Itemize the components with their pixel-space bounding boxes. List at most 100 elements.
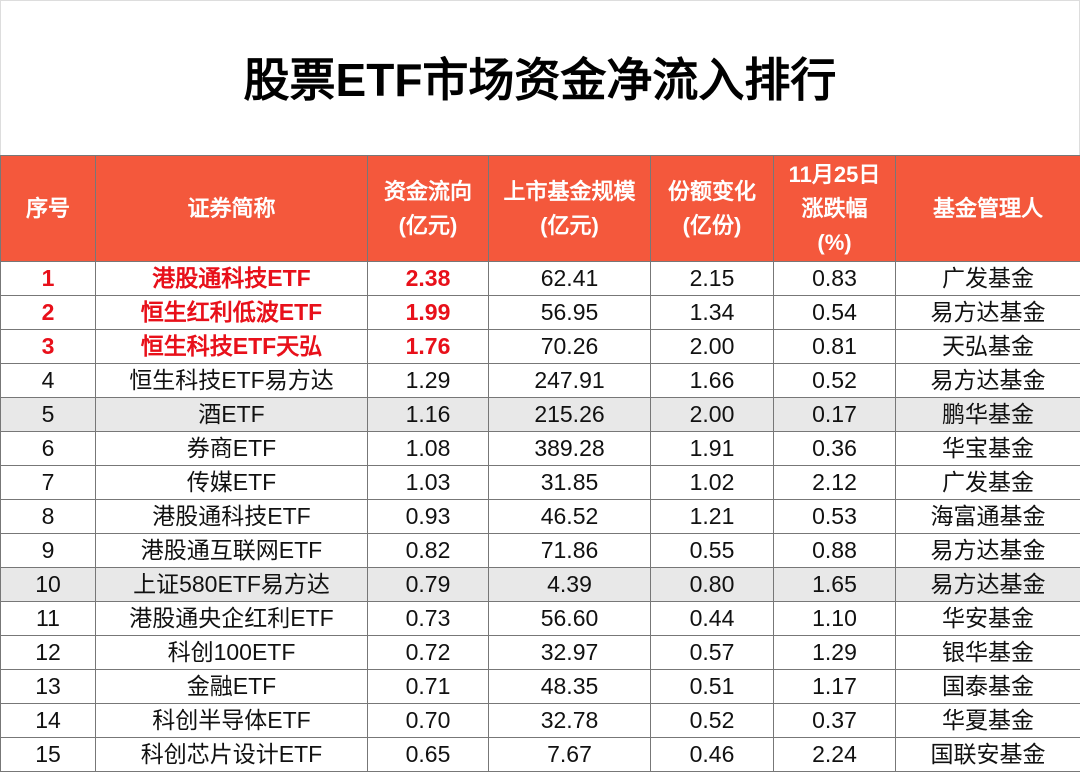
table-cell: 2 (0, 295, 96, 330)
table-body: 1 港股通科技ETF 2.38 62.41 2.15 0.83 广发基金 2 恒生红利低波ETF… (0, 261, 1080, 772)
table-cell: 易方达基金 (895, 567, 1080, 602)
table-cell: 华宝基金 (895, 431, 1080, 466)
table-row: 4 恒生科技ETF易方达 1.29 247.91 1.66 0.52 易方达基金 (0, 363, 1080, 398)
table-cell: 华安基金 (895, 601, 1080, 636)
header-text: 基金管理人 (932, 195, 1043, 221)
table-cell: 港股通央企红利ETF (95, 601, 368, 636)
header-cell: 份额变化 (亿份) (650, 155, 774, 262)
table-cell: 1.10 (773, 601, 896, 636)
table-cell: 易方达基金 (895, 363, 1080, 398)
table-cell: 1.76 (367, 329, 489, 364)
table-cell: 6 (0, 431, 96, 466)
table-cell: 0.70 (367, 703, 489, 738)
table-cell: 海富通基金 (895, 499, 1080, 534)
table-row: 6 券商ETF 1.08 389.28 1.91 0.36 华宝基金 (0, 431, 1080, 466)
table-cell: 1.91 (650, 431, 774, 466)
table-cell: 48.35 (488, 669, 651, 704)
table-cell: 1.16 (367, 397, 489, 432)
table-cell: 科创半导体ETF (95, 703, 368, 738)
header-text: (亿份) (682, 212, 742, 238)
table-cell: 上证580ETF易方达 (95, 567, 368, 602)
table-cell: 0.83 (773, 261, 896, 296)
table-cell: 恒生红利低波ETF (95, 295, 368, 330)
table-row: 1 港股通科技ETF 2.38 62.41 2.15 0.83 广发基金 (0, 261, 1080, 296)
table-cell: 0.55 (650, 533, 774, 568)
table-cell: 0.73 (367, 601, 489, 636)
table-cell: 1.21 (650, 499, 774, 534)
table-cell: 1.99 (367, 295, 489, 330)
table-cell: 0.53 (773, 499, 896, 534)
table-cell: 215.26 (488, 397, 651, 432)
table-cell: 70.26 (488, 329, 651, 364)
table-cell: 酒ETF (95, 397, 368, 432)
table-cell: 1.65 (773, 567, 896, 602)
table-cell: 389.28 (488, 431, 651, 466)
table-cell: 9 (0, 533, 96, 568)
table-cell: 0.88 (773, 533, 896, 568)
header-cell: 上市基金规模 (亿元) (488, 155, 651, 262)
table-cell: 4 (0, 363, 96, 398)
table-cell: 2.24 (773, 737, 896, 772)
table-cell: 1.17 (773, 669, 896, 704)
table-cell: 传媒ETF (95, 465, 368, 500)
header-text: (亿元) (398, 212, 458, 238)
table-cell: 1.03 (367, 465, 489, 500)
header-text: 涨跌幅 (801, 195, 868, 221)
table-cell: 2.00 (650, 329, 774, 364)
table-cell: 恒生科技ETF天弘 (95, 329, 368, 364)
table-cell: 7.67 (488, 737, 651, 772)
table-cell: 易方达基金 (895, 533, 1080, 568)
table-cell: 15 (0, 737, 96, 772)
table-cell: 2.12 (773, 465, 896, 500)
table-cell: 1.66 (650, 363, 774, 398)
table-cell: 0.52 (773, 363, 896, 398)
table-cell: 广发基金 (895, 261, 1080, 296)
table-cell: 0.79 (367, 567, 489, 602)
header-text: 序号 (25, 195, 70, 221)
title: 股票ETF市场资金净流入排行 (0, 0, 1080, 155)
table-cell: 易方达基金 (895, 295, 1080, 330)
table-cell: 鹏华基金 (895, 397, 1080, 432)
table-cell: 1.29 (773, 635, 896, 670)
table-cell: 12 (0, 635, 96, 670)
table-cell: 1.02 (650, 465, 774, 500)
header-cell: 11月25日 涨跌幅 (%) (773, 155, 896, 262)
table-row: 12 科创100ETF 0.72 32.97 0.57 1.29 银华基金 (0, 635, 1080, 670)
table-cell: 0.81 (773, 329, 896, 364)
table-cell: 0.51 (650, 669, 774, 704)
table-cell: 0.71 (367, 669, 489, 704)
table-cell: 银华基金 (895, 635, 1080, 670)
header-text: 份额变化 (667, 178, 756, 204)
table-cell: 1.34 (650, 295, 774, 330)
table-cell: 0.17 (773, 397, 896, 432)
table-row: 15 科创芯片设计ETF 0.65 7.67 0.46 2.24 国联安基金 (0, 737, 1080, 772)
table-cell: 0.93 (367, 499, 489, 534)
table-cell: 14 (0, 703, 96, 738)
table-cell: 0.72 (367, 635, 489, 670)
header-text: 资金流向 (383, 178, 472, 204)
table-cell: 广发基金 (895, 465, 1080, 500)
header-cell: 基金管理人 (895, 155, 1080, 262)
table-row: 8 港股通科技ETF 0.93 46.52 1.21 0.53 海富通基金 (0, 499, 1080, 534)
table-cell: 科创芯片设计ETF (95, 737, 368, 772)
table-row: 10 上证580ETF易方达 0.79 4.39 0.80 1.65 易方达基金 (0, 567, 1080, 602)
header-row: 序号 证券简称 资金流向 (亿元) 上市基金规模 (亿元) 份额变化 (亿份) 11月25日 涨跌… (0, 155, 1080, 262)
table-cell: 科创100ETF (95, 635, 368, 670)
table-row: 2 恒生红利低波ETF 1.99 56.95 1.34 0.54 易方达基金 (0, 295, 1080, 330)
table-cell: 金融ETF (95, 669, 368, 704)
table-row: 14 科创半导体ETF 0.70 32.78 0.52 0.37 华夏基金 (0, 703, 1080, 738)
table-cell: 10 (0, 567, 96, 602)
table-cell: 5 (0, 397, 96, 432)
table-cell: 11 (0, 601, 96, 636)
table-cell: 天弘基金 (895, 329, 1080, 364)
table-cell: 8 (0, 499, 96, 534)
table-cell: 2.38 (367, 261, 489, 296)
table-cell: 46.52 (488, 499, 651, 534)
table-cell: 62.41 (488, 261, 651, 296)
table-row: 11 港股通央企红利ETF 0.73 56.60 0.44 1.10 华安基金 (0, 601, 1080, 636)
table-cell: 港股通互联网ETF (95, 533, 368, 568)
table-cell: 13 (0, 669, 96, 704)
table-cell: 0.57 (650, 635, 774, 670)
table-row: 5 酒ETF 1.16 215.26 2.00 0.17 鹏华基金 (0, 397, 1080, 432)
